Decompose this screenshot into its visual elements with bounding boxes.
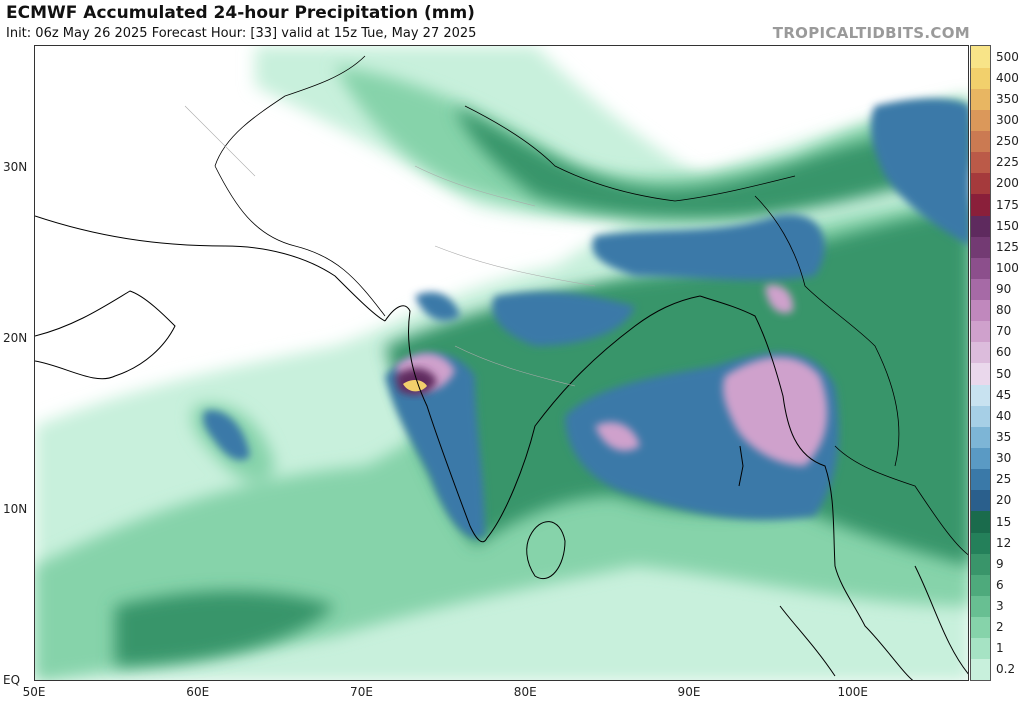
colorbar-swatch [971,215,990,237]
lon-label: 80E [513,685,537,699]
pakistan-border [214,55,386,317]
lon-label: 70E [350,685,373,699]
andaman-islands [738,445,744,487]
lon-label: 50E [22,685,46,699]
colorbar-level-label: 225 [996,155,1019,170]
colorbar-level-label: 50 [996,366,1012,381]
site-credit: TROPICALTIDBITS.COM [772,24,970,42]
colorbar-swatch [971,658,990,681]
colorbar-swatch [971,341,990,364]
precipitation-field [35,46,968,680]
colorbar-level-label: 80 [996,303,1012,318]
country-borders [214,55,968,555]
colorbar-swatch [971,151,990,174]
colorbar-level-label: 0.2 [996,662,1016,677]
colorbar-swatch [971,468,990,491]
colorbar-swatch [971,405,990,427]
colorbar-swatch [971,46,990,68]
colorbar-swatch [971,109,990,132]
colorbar-level-label: 12 [996,535,1012,550]
colorbar-swatch [971,489,990,512]
lat-label: 30N [3,160,28,175]
colorbar-swatch [971,574,990,596]
colorbar-swatch [971,67,990,89]
colorbar-swatch [971,616,990,639]
colorbar-level-label: 100 [996,260,1019,275]
colorbar-level-label: 350 [996,91,1019,106]
map-subtitle: Init: 06z May 26 2025 Forecast Hour: [33… [6,26,477,41]
colorbar-swatch [971,532,990,554]
colorbar-level-label: 3 [996,599,1004,614]
colorbar-swatch [971,363,990,385]
colorbar-swatch [971,278,990,301]
map-canvas [35,46,968,680]
colorbar-swatch [971,510,990,533]
colorbar-swatch [971,637,990,660]
bangladesh-coast [699,295,914,680]
colorbar-level-label: 25 [996,472,1012,487]
colorbar-level-label: 70 [996,324,1012,339]
myanmar-border [754,195,900,467]
colorbar-level-label: 30 [996,451,1012,466]
colorbar-level-label: 175 [996,197,1019,212]
colorbar-level-label: 300 [996,112,1019,127]
map-title: ECMWF Accumulated 24-hour Precipitation … [6,3,475,23]
peak-rain-core [403,380,427,392]
colorbar-level-label: 60 [996,345,1012,360]
colorbar-level-label: 35 [996,429,1012,444]
colorbar-swatch [971,193,990,216]
colorbar-level-label: 9 [996,556,1004,571]
colorbar-level-label: 150 [996,218,1019,233]
himalaya-border [464,105,796,202]
lat-label: 20N [3,331,28,346]
arabia-coast [35,290,176,380]
colorbar-level-label: 40 [996,408,1012,423]
colorbar-swatch [971,553,990,575]
lon-label: 60E [186,685,210,699]
lat-label: 10N [3,502,28,517]
colorbar-level-label: 90 [996,282,1012,297]
colorbar-swatch [971,172,990,195]
colorbar-level-label: 200 [996,176,1019,191]
colorbar-swatch [971,88,990,110]
colorbar-level-label: 125 [996,239,1019,254]
colorbar-swatch [971,447,990,470]
colorbar-level-label: 2 [996,620,1004,635]
precipitation-colorbar [970,45,991,681]
lat-label: EQ [3,673,21,687]
colorbar-level-label: 1 [996,641,1004,656]
sri-lanka-island [526,521,566,579]
colorbar-level-label: 500 [996,49,1019,64]
malay-coast [779,565,968,677]
colorbar-level-label: 45 [996,387,1012,402]
colorbar-level-label: 6 [996,577,1004,592]
india-west-coast [384,305,488,543]
colorbar-swatch [971,384,990,406]
thailand-border [834,445,968,555]
colorbar-swatch [971,236,990,258]
coastlines [35,215,968,680]
lon-label: 90E [677,685,701,699]
precipitation-map[interactable] [34,45,969,681]
colorbar-swatch [971,257,990,279]
colorbar-swatch [971,130,990,153]
colorbar-level-label: 250 [996,134,1019,149]
lon-label: 100E [837,685,868,699]
colorbar-swatch [971,426,990,449]
persia-coast [35,215,386,322]
colorbar-level-label: 400 [996,70,1019,85]
colorbar-level-label: 15 [996,514,1012,529]
colorbar-swatch [971,299,990,322]
colorbar-swatch [971,595,990,618]
colorbar-swatch [971,320,990,343]
province-borders [184,105,596,387]
colorbar-level-label: 20 [996,493,1012,508]
